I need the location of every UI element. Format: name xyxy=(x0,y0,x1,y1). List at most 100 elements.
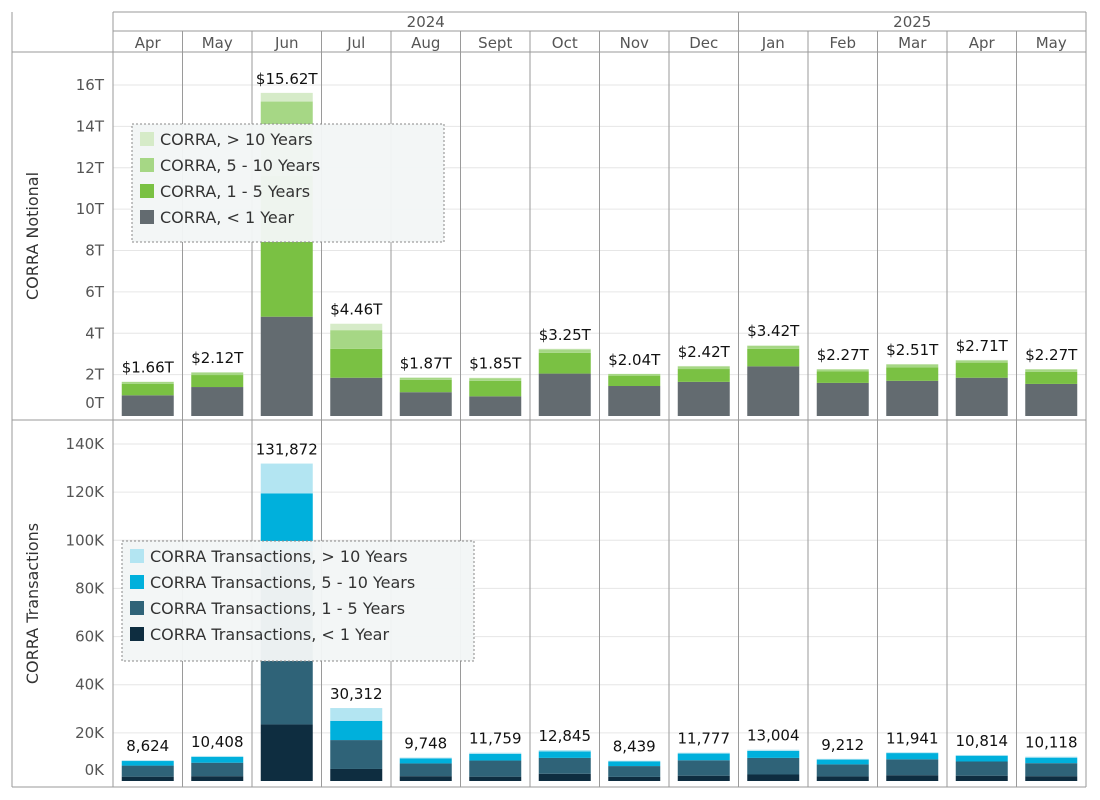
bar-segment xyxy=(955,754,1008,756)
total-label: 8,624 xyxy=(126,737,169,755)
bar-segment xyxy=(886,367,939,381)
month-header: Dec xyxy=(689,34,718,52)
bar-segment xyxy=(955,761,1008,776)
bar-segment xyxy=(330,330,383,349)
month-header: Aug xyxy=(411,34,440,52)
month-header: Jul xyxy=(346,34,365,52)
bar-segment xyxy=(330,768,383,781)
bar-segment xyxy=(608,374,661,376)
bar-segment xyxy=(191,375,244,388)
legend-swatch xyxy=(130,601,144,615)
bar-segment xyxy=(608,760,661,762)
bar-segment xyxy=(1025,757,1078,764)
bar-segment xyxy=(886,752,939,754)
bar-segment xyxy=(469,752,522,754)
bar-segment xyxy=(747,749,800,751)
total-label: 10,408 xyxy=(191,733,244,751)
month-header: Apr xyxy=(135,34,162,52)
year-header: 2024 xyxy=(407,13,445,31)
total-label: 11,777 xyxy=(678,730,731,748)
bar-segment xyxy=(399,776,452,781)
bar-segment xyxy=(955,362,1008,378)
legend-swatch xyxy=(130,627,144,641)
bar-segment xyxy=(608,761,661,767)
bar-segment xyxy=(1025,756,1078,758)
month-header: Feb xyxy=(829,34,856,52)
legend-box xyxy=(121,540,475,662)
bar-segment xyxy=(538,751,591,758)
year-header: 2025 xyxy=(893,13,931,31)
bar-segment xyxy=(886,759,939,776)
legend-label: CORRA Transactions, 1 - 5 Years xyxy=(150,599,405,618)
bar-segment xyxy=(677,753,730,761)
bar-segment xyxy=(191,762,244,777)
month-header: Oct xyxy=(552,34,578,52)
bar-segment xyxy=(886,775,939,781)
bar-segment xyxy=(747,366,800,416)
y-tick-label: 20K xyxy=(75,724,105,742)
legend-swatch xyxy=(140,132,154,146)
bar-segment xyxy=(121,760,174,762)
bar-segment xyxy=(191,776,244,781)
bar-segment xyxy=(191,755,244,757)
bar-segment xyxy=(260,92,313,102)
legend-swatch xyxy=(130,549,144,563)
bar-segment xyxy=(399,757,452,759)
legend-label: CORRA, > 10 Years xyxy=(160,130,313,149)
bar-segment xyxy=(191,372,244,376)
bar-segment xyxy=(747,348,800,367)
total-label: 131,872 xyxy=(256,441,318,459)
bar-segment xyxy=(121,776,174,781)
month-header: Sept xyxy=(478,34,512,52)
labels-layer: $1.66T $2.12T $15.62T $4.46T $1.87T $1.85T $3.… xyxy=(23,13,1078,779)
bar-segment xyxy=(121,395,174,416)
total-label: $2.51T xyxy=(886,341,939,359)
bar-segment xyxy=(816,369,869,372)
bar-segment xyxy=(677,752,730,754)
total-label: $1.85T xyxy=(469,355,522,373)
y-axis-title: CORRA Transactions xyxy=(23,523,42,684)
bar-segment xyxy=(677,775,730,781)
bar-segment xyxy=(469,378,522,381)
y-tick-label: 140K xyxy=(66,435,106,453)
bar-segment xyxy=(469,760,522,777)
bar-segment xyxy=(121,381,174,384)
bar-segment xyxy=(330,377,383,416)
total-label: 9,212 xyxy=(821,736,864,754)
bar-segment xyxy=(816,371,869,383)
bar-segment xyxy=(121,761,174,766)
y-tick-label: 40K xyxy=(75,676,105,694)
total-label: $2.71T xyxy=(956,337,1009,355)
bar-segment xyxy=(1025,763,1078,777)
bar-segment xyxy=(886,364,939,368)
y-tick-label: 80K xyxy=(75,579,105,597)
y-tick-label: 4T xyxy=(85,324,105,342)
bar-segment xyxy=(747,757,800,775)
bar-segment xyxy=(747,774,800,781)
bar-segment xyxy=(469,776,522,781)
total-label: $2.27T xyxy=(1025,346,1078,364)
legend-swatch xyxy=(140,184,154,198)
bar-segment xyxy=(469,396,522,416)
bar-segment xyxy=(886,380,939,416)
bar-segment xyxy=(330,720,383,741)
y-tick-label: 2T xyxy=(85,366,105,384)
total-label: $2.12T xyxy=(191,349,244,367)
month-header: Jun xyxy=(274,34,298,52)
bar-segment xyxy=(677,369,730,382)
month-header: Apr xyxy=(969,34,996,52)
bar-segment xyxy=(330,708,383,721)
legend-swatch xyxy=(130,575,144,589)
bar-segment xyxy=(399,763,452,777)
legend-label: CORRA Transactions, 5 - 10 Years xyxy=(150,573,415,592)
bar-segment xyxy=(677,760,730,776)
y-tick-label: 16T xyxy=(76,76,105,94)
total-label: 10,814 xyxy=(956,732,1009,750)
bar-segment xyxy=(538,773,591,781)
total-label: $2.04T xyxy=(608,351,661,369)
total-label: $1.87T xyxy=(400,354,453,372)
y-tick-label: 12T xyxy=(76,159,105,177)
month-header: Nov xyxy=(620,34,649,52)
total-label: $1.66T xyxy=(122,359,175,377)
